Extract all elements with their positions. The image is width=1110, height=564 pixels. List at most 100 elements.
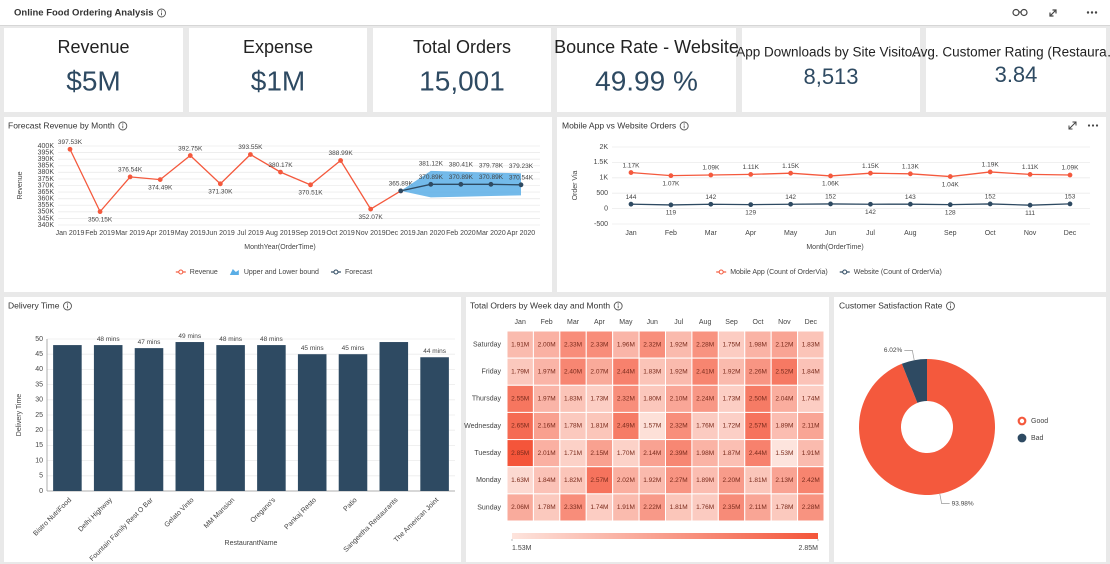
data-point — [247, 152, 253, 157]
x-tick-label: May — [784, 230, 798, 237]
data-label: 119 — [666, 210, 677, 217]
legend-label: Forecast — [345, 269, 372, 276]
heat-cell — [612, 357, 640, 386]
legend: Mobile App (Count of OrderVia) Website (C… — [716, 269, 942, 276]
column-label: Apr — [594, 319, 606, 326]
x-tick-label: Feb 2020 — [446, 230, 476, 237]
expand-icon[interactable] — [1068, 121, 1077, 130]
data-label: 380.41K — [449, 162, 474, 169]
legend-swatch-dot — [718, 269, 724, 275]
cell-label: 2.14M — [643, 450, 661, 457]
x-tick-label: Jan 2019 — [56, 230, 85, 237]
heat-cell — [585, 357, 614, 386]
heat-cell — [506, 466, 534, 495]
data-label: 153 — [1065, 194, 1076, 201]
data-label: 374.49K — [148, 184, 173, 191]
info-ring — [118, 121, 128, 131]
data-label: 352.07K — [359, 214, 384, 221]
data-label: 370.89K — [479, 174, 504, 181]
heat-cell — [612, 411, 640, 441]
column-label: Jan — [515, 319, 526, 326]
legend-label: Mobile App (Count of OrderVia) — [730, 269, 828, 276]
x-tick-label: Mar — [705, 230, 718, 237]
chart-title: Forecast Revenue by Month — [8, 120, 115, 130]
row-label: Monday — [476, 477, 501, 484]
data-label: 1.09K — [1062, 165, 1080, 172]
cell-label: 2.42M — [802, 477, 820, 484]
data-label: 48 mins — [260, 336, 284, 343]
info-dot — [122, 123, 124, 125]
data-label: 152 — [825, 194, 836, 201]
cell-label: 2.06M — [511, 504, 529, 511]
heat-cell — [691, 384, 719, 413]
heat-cell — [717, 439, 746, 468]
bar — [134, 348, 164, 491]
more-icon[interactable] — [1087, 124, 1099, 127]
y-tick-label: 500 — [596, 190, 608, 197]
heat-cell — [770, 384, 799, 413]
info-icon — [613, 301, 623, 311]
bar — [216, 345, 245, 491]
data-label: 49 mins — [178, 333, 202, 340]
x-tick-label: Jul — [866, 230, 875, 237]
legend-item: Upper and Lower bound — [229, 269, 319, 276]
data-point — [907, 171, 913, 177]
cell-label: 2.44M — [617, 368, 635, 375]
cell-label: 2.35M — [723, 504, 741, 511]
data-point — [67, 146, 73, 152]
heat-cell — [770, 466, 799, 495]
legend-swatch — [1017, 416, 1027, 426]
heat-cell — [532, 330, 561, 359]
y-tick-label: 0 — [604, 205, 608, 212]
view-icon[interactable] — [1012, 8, 1028, 17]
data-label: 1.15K — [782, 163, 800, 170]
more-icon[interactable] — [1086, 11, 1098, 14]
heat-cell — [797, 493, 825, 522]
data-label: 1.15K — [862, 163, 880, 170]
cell-label: 2.11M — [802, 423, 820, 430]
cell-label: 2.26M — [749, 368, 767, 375]
row-label: Thursday — [472, 396, 502, 403]
cell-label: 2.10M — [670, 396, 688, 403]
info-ring — [613, 301, 623, 311]
cell-label: 1.81M — [590, 423, 608, 430]
heat-cell — [532, 439, 561, 468]
column-label: Sep — [725, 319, 738, 326]
cell-label: 1.81M — [670, 504, 688, 511]
data-point — [1027, 172, 1033, 177]
legend-label: Upper and Lower bound — [244, 269, 319, 276]
y-tick-label: 10 — [35, 457, 43, 464]
x-tick-label: Sep 2019 — [296, 230, 326, 237]
heat-cell — [638, 466, 666, 495]
cell-label: 2.11M — [749, 504, 767, 511]
kpi-value: 8,513 — [803, 64, 858, 89]
kpi-label: Expense — [243, 37, 313, 57]
expand-icon[interactable] — [1049, 9, 1057, 17]
data-point — [628, 201, 634, 207]
cell-label: 1.91M — [617, 504, 635, 511]
y-tick-label: 40 — [35, 366, 43, 373]
cell-label: 1.73M — [590, 396, 608, 403]
cell-label: 1.78M — [775, 504, 793, 511]
cell-label: 1.87M — [723, 450, 741, 457]
y-tick-label: 45 — [35, 351, 43, 358]
data-label: 1.06K — [822, 181, 840, 188]
info-ring — [679, 121, 689, 131]
cell-label: 2.50M — [749, 396, 767, 403]
cell-label: 1.78M — [538, 504, 556, 511]
data-label: 379.78K — [479, 162, 504, 169]
info-ring — [946, 301, 955, 311]
info-dot — [683, 123, 685, 125]
data-point — [748, 202, 754, 208]
pie-slice — [858, 359, 996, 496]
kpi-value: 49.99 % — [595, 65, 698, 96]
data-label: 1.04K — [942, 181, 960, 188]
heat-cell — [770, 439, 799, 468]
cell-label: 1.89M — [775, 423, 793, 430]
heat-cell — [691, 493, 719, 522]
data-point — [947, 174, 953, 179]
data-label: 370.54K — [509, 175, 534, 182]
kpi-card — [189, 28, 367, 112]
y-axis-label: Order Via — [572, 170, 579, 200]
